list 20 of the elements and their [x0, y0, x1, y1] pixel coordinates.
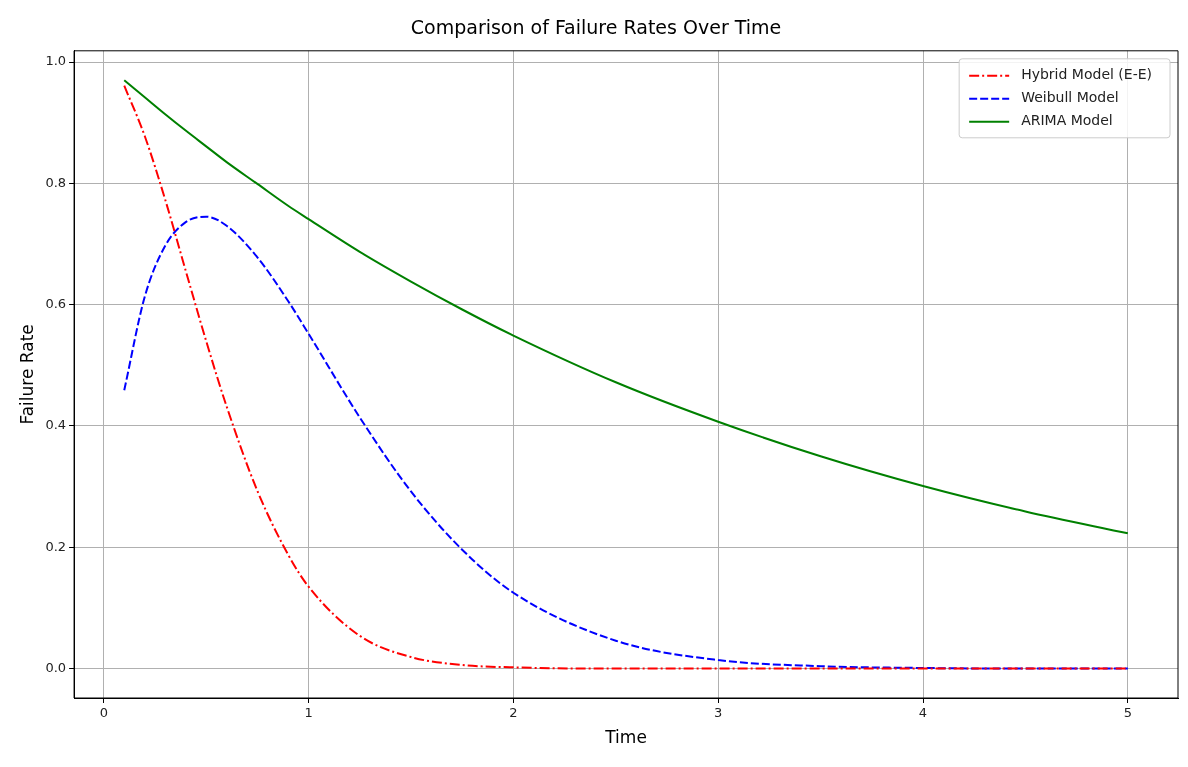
y-tick-label: 1.0: [45, 53, 67, 69]
x-tick-label: 2: [509, 705, 518, 721]
y-tick-label: 0.0: [45, 659, 67, 675]
y-axis-title: Failure Rate: [16, 324, 37, 425]
line-series: [123, 84, 1129, 670]
x-tick-label: 5: [1123, 705, 1132, 721]
x-axis-title: Time: [604, 727, 647, 748]
y-tick-label: 0.2: [45, 538, 67, 554]
legend-label: Hybrid Model (E-E): [1021, 66, 1153, 83]
chart-title: Comparison of Failure Rates Over Time: [410, 16, 782, 39]
x-tick-label: 4: [918, 705, 928, 721]
y-tick-label: 0.8: [45, 174, 67, 190]
legend-label: ARIMA Model: [1021, 112, 1113, 129]
y-tick-label: 0.6: [45, 296, 67, 312]
legend-label: Weibull Model: [1021, 89, 1119, 106]
x-tick-label: 0: [99, 705, 108, 721]
x-tick-label: 1: [304, 705, 313, 721]
y-tick-label: 0.4: [45, 417, 67, 433]
line-series: [123, 215, 1129, 670]
x-tick-label: 3: [714, 705, 723, 721]
